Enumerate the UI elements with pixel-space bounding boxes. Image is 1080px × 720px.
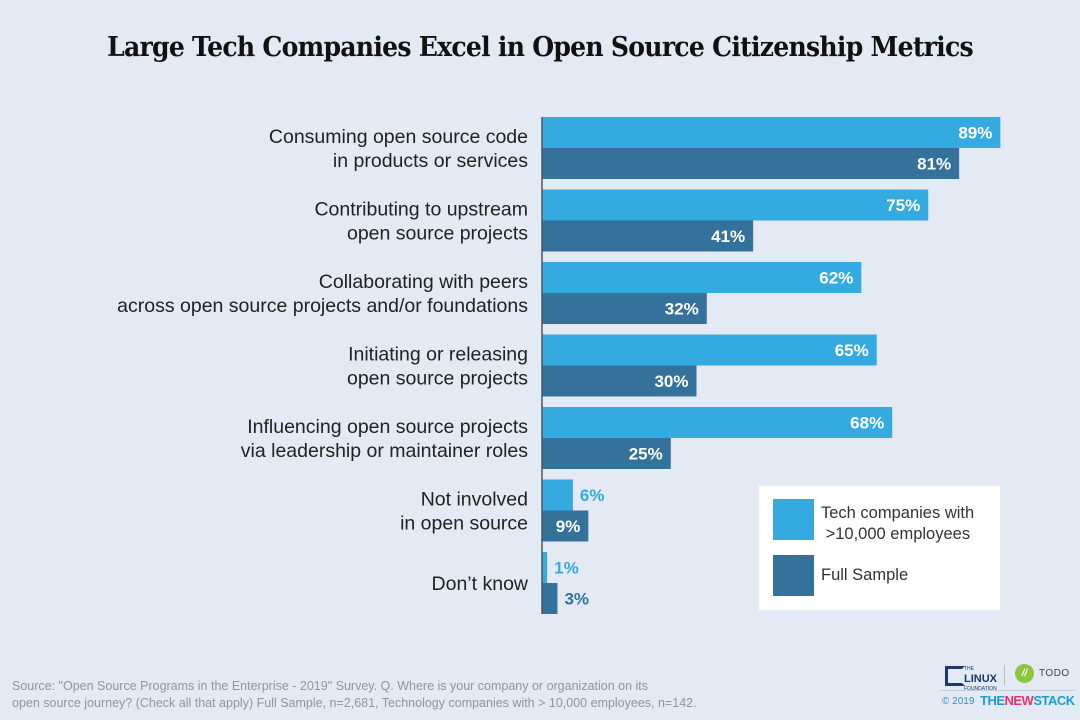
legend-label-line: >10,000 employees xyxy=(821,525,971,543)
bar-full-sample xyxy=(542,438,671,469)
linux-foundation-logo: THE LINUX FOUNDATION xyxy=(964,664,997,694)
logos: THE LINUX FOUNDATION // TODO © 2019 THEN… xyxy=(940,662,1075,712)
data-label: 32% xyxy=(665,300,699,319)
legend-label-line: Tech companies with xyxy=(821,504,975,522)
category-label: in open source xyxy=(400,513,528,535)
data-label: 3% xyxy=(564,590,589,609)
category-label: across open source projects and/or found… xyxy=(117,295,528,317)
logo-text: NEW xyxy=(1004,693,1034,708)
bar-full-sample xyxy=(542,148,960,179)
category-label: Not involved xyxy=(421,489,528,511)
logo-text: THE xyxy=(964,666,974,672)
source-note: Source: "Open Source Programs in the Ent… xyxy=(12,678,772,712)
data-label: 30% xyxy=(654,372,688,391)
bar-tech xyxy=(542,262,862,293)
data-label: 89% xyxy=(958,124,992,143)
data-label: 81% xyxy=(917,155,951,174)
logo-text: THE xyxy=(980,693,1005,708)
logo-text: FOUNDATION xyxy=(964,686,997,692)
category-label: Influencing open source projects xyxy=(247,416,528,438)
bar-full-sample xyxy=(542,293,707,324)
data-label: 9% xyxy=(556,517,581,536)
bar-tech xyxy=(542,552,548,583)
thenewstack-logo: THENEWSTACK xyxy=(980,693,1075,708)
category-label: in products or services xyxy=(333,150,528,172)
source-line-1: Source: "Open Source Programs in the Ent… xyxy=(12,679,649,693)
logo-text: LINUX xyxy=(964,673,997,685)
data-label: 25% xyxy=(629,445,663,464)
category-label: Collaborating with peers xyxy=(319,271,528,293)
legend-label-full-sample: Full Sample xyxy=(821,566,909,584)
bar-tech xyxy=(542,117,1001,148)
chart-title: Large Tech Companies Excel in Open Sourc… xyxy=(107,32,974,63)
copyright: © 2019 xyxy=(942,696,975,707)
linux-foundation-logo-icon xyxy=(945,666,965,686)
category-label: Contributing to upstream xyxy=(314,199,528,221)
data-label: 1% xyxy=(554,559,579,578)
data-label: 62% xyxy=(819,269,853,288)
bar-full-sample xyxy=(542,220,754,252)
data-label: 6% xyxy=(580,486,605,505)
legend-swatch-tech xyxy=(773,499,814,540)
category-label: Initiating or releasing xyxy=(348,344,528,366)
data-label: 65% xyxy=(835,341,869,360)
category-label: via leadership or maintainer roles xyxy=(241,440,528,462)
logo-divider xyxy=(940,690,1075,691)
category-label: open source projects xyxy=(347,368,528,390)
legend-label-tech: Tech companies with >10,000 employees xyxy=(821,503,974,545)
data-label: 41% xyxy=(711,227,745,246)
todo-logo-text: TODO xyxy=(1039,668,1070,679)
category-label: Consuming open source code xyxy=(269,126,528,148)
source-line-2: open source journey? (Check all that app… xyxy=(12,696,697,710)
bar-tech xyxy=(542,407,893,438)
bar-tech xyxy=(542,334,877,366)
todo-logo-icon: // xyxy=(1015,664,1034,683)
legend: Tech companies with >10,000 employees Fu… xyxy=(759,486,1000,610)
bar-tech xyxy=(542,479,573,511)
category-label: Don’t know xyxy=(432,573,529,595)
data-label: 75% xyxy=(886,196,920,215)
bar-tech xyxy=(542,189,929,221)
category-label: open source projects xyxy=(347,223,528,245)
bar-full-sample xyxy=(542,365,697,397)
bar-full-sample xyxy=(542,510,589,542)
logo-text: STACK xyxy=(1033,693,1075,708)
legend-swatch-full-sample xyxy=(773,555,814,596)
bar-full-sample xyxy=(542,583,558,614)
logo-divider xyxy=(1004,665,1005,685)
data-label: 68% xyxy=(850,414,884,433)
